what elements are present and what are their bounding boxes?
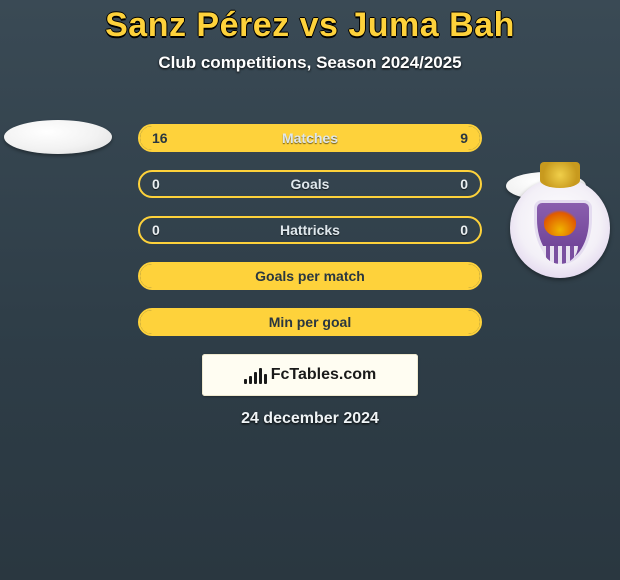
brand-text: FcTables.com	[271, 366, 377, 384]
stat-label: Hattricks	[140, 222, 480, 238]
stat-row-min-per-goal: Min per goal	[138, 308, 482, 336]
page-subtitle: Club competitions, Season 2024/2025	[0, 53, 620, 73]
avatar-placeholder-left	[4, 120, 112, 154]
page-title: Sanz Pérez vs Juma Bah	[0, 0, 620, 45]
stat-label: Goals	[140, 176, 480, 192]
date-stamp: 24 december 2024	[0, 410, 620, 428]
stat-label: Min per goal	[140, 314, 480, 330]
stat-label: Matches	[140, 130, 480, 146]
comparison-card: Sanz Pérez vs Juma Bah Club competitions…	[0, 0, 620, 580]
crest-flames	[544, 206, 576, 236]
stat-row-goals: 0 Goals 0	[138, 170, 482, 198]
club-crest-right	[510, 178, 610, 278]
stat-row-goals-per-match: Goals per match	[138, 262, 482, 290]
player-left-portrait	[4, 120, 116, 260]
player-right-portrait	[504, 120, 616, 260]
mini-bar-chart-icon	[244, 366, 267, 384]
stat-row-matches: 16 Matches 9	[138, 124, 482, 152]
stat-label: Goals per match	[140, 268, 480, 284]
brand-badge[interactable]: FcTables.com	[202, 354, 418, 396]
stats-list: 16 Matches 9 0 Goals 0 0 Hattricks 0 Goa…	[138, 124, 482, 354]
stat-row-hattricks: 0 Hattricks 0	[138, 216, 482, 244]
